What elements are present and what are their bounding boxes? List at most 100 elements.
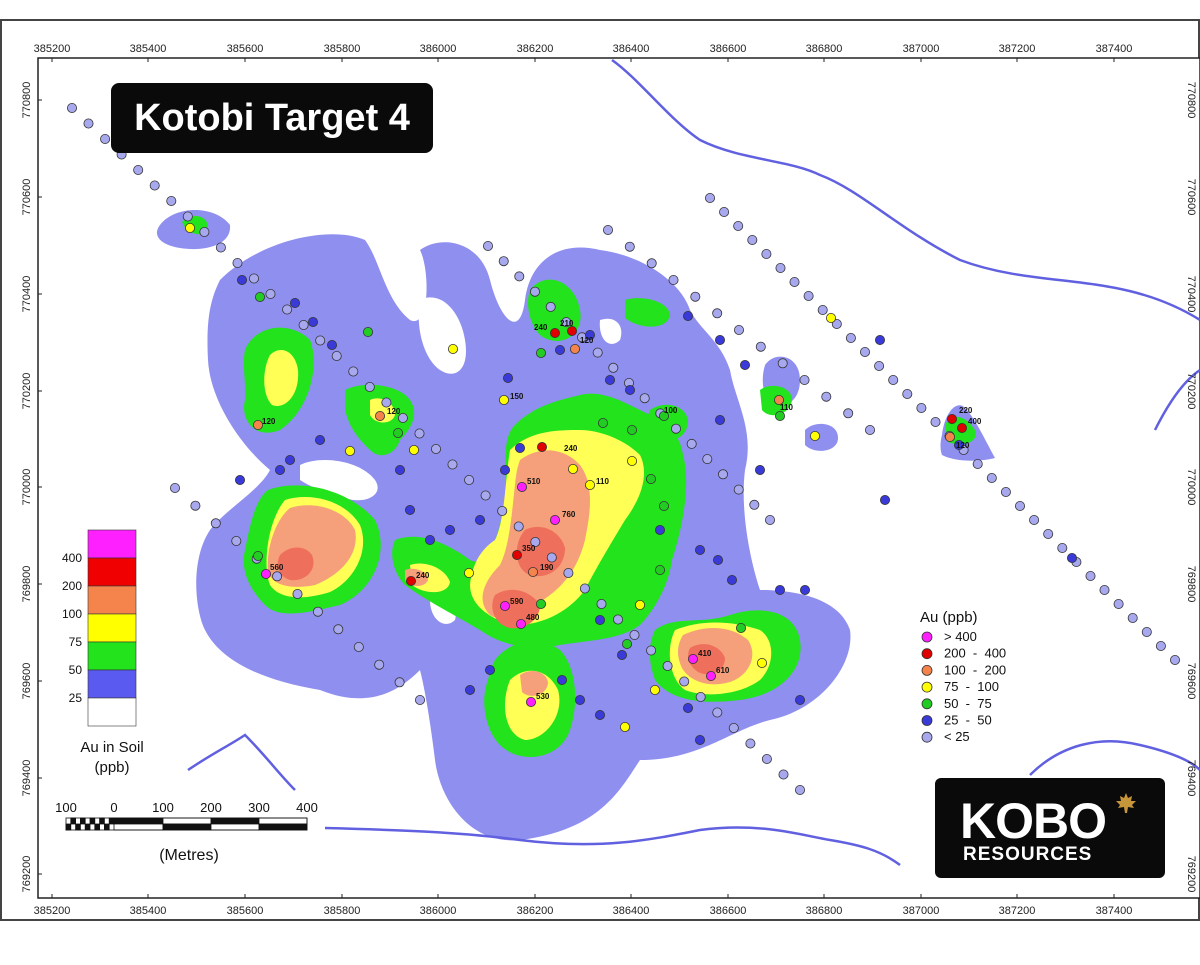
sample-point xyxy=(550,515,561,526)
sample-point xyxy=(252,419,263,430)
sample-point xyxy=(598,417,609,428)
sample-point xyxy=(596,599,607,610)
y-tick-label: 770800 xyxy=(1185,82,1197,119)
sample-point xyxy=(821,391,832,402)
sample-point xyxy=(683,703,694,714)
sample-point xyxy=(348,366,359,377)
sample-value-label: 240 xyxy=(564,444,578,453)
sample-point xyxy=(182,211,193,222)
sample-point xyxy=(613,614,624,625)
x-tick-label: 387000 xyxy=(903,43,940,55)
sample-point xyxy=(1000,486,1011,497)
scale-block xyxy=(99,817,105,825)
sample-point xyxy=(133,164,144,175)
sample-point xyxy=(775,410,786,421)
sample-value-label: 210 xyxy=(560,319,574,328)
x-tick-label: 385800 xyxy=(324,905,361,917)
sample-point xyxy=(727,575,738,586)
x-tick-label: 385800 xyxy=(324,43,361,55)
sample-point xyxy=(210,518,221,529)
sample-point xyxy=(617,650,628,661)
sample-point xyxy=(592,347,603,358)
x-tick-label: 386400 xyxy=(613,905,650,917)
sample-point xyxy=(972,458,983,469)
ramp-label: 75 xyxy=(69,635,83,649)
sample-value-label: 240 xyxy=(416,571,430,580)
sample-point xyxy=(635,600,646,611)
sample-point xyxy=(498,256,509,267)
sample-value-label: 510 xyxy=(527,477,541,486)
sample-point xyxy=(605,374,616,385)
y-tick-label: 770600 xyxy=(1185,179,1197,216)
sample-point xyxy=(646,645,657,656)
sample-point xyxy=(715,334,726,345)
sample-point xyxy=(326,339,337,350)
sample-point xyxy=(265,288,276,299)
x-tick-label: 386800 xyxy=(806,43,843,55)
x-tick-label: 385600 xyxy=(227,905,264,917)
sample-point xyxy=(563,568,574,579)
sample-point xyxy=(713,555,724,566)
sample-point xyxy=(1043,529,1054,540)
sample-point xyxy=(499,464,510,475)
sample-point xyxy=(381,397,392,408)
sample-point xyxy=(777,358,788,369)
x-tick-label: 387000 xyxy=(903,905,940,917)
sample-point xyxy=(414,695,425,706)
ramp-label: 25 xyxy=(69,691,83,705)
scale-block xyxy=(75,823,81,831)
sample-point xyxy=(516,619,527,630)
sample-point xyxy=(595,710,606,721)
ramp-label: 400 xyxy=(62,551,82,565)
sample-point xyxy=(394,464,405,475)
sample-point xyxy=(484,665,495,676)
sample-point xyxy=(1170,655,1181,666)
sample-point xyxy=(627,424,638,435)
sample-point xyxy=(595,615,606,626)
scale-block xyxy=(113,817,164,825)
sample-point xyxy=(536,347,547,358)
sample-point xyxy=(344,445,355,456)
sample-point xyxy=(575,695,586,706)
sample-point xyxy=(1127,613,1138,624)
sample-point xyxy=(236,274,247,285)
sample-point xyxy=(482,240,493,251)
sample-point xyxy=(789,276,800,287)
sample-point xyxy=(761,248,772,259)
sample-point xyxy=(232,257,243,268)
sample-point xyxy=(734,324,745,335)
y-tick-label: 770000 xyxy=(1185,469,1197,506)
sample-value-label: 100 xyxy=(664,406,678,415)
sample-point xyxy=(874,360,885,371)
sample-point xyxy=(627,455,638,466)
scale-label: 100 xyxy=(55,800,77,815)
au-legend-title: Au (ppb) xyxy=(920,609,978,626)
sample-point xyxy=(954,439,965,450)
maple-leaf-icon xyxy=(1116,793,1136,813)
y-tick-label: 769800 xyxy=(21,566,33,603)
au-legend-symbol xyxy=(921,631,933,643)
sample-point xyxy=(795,785,806,796)
au-legend-label: 200 - 400 xyxy=(944,646,1006,661)
y-axis-left: 770800 770600 770400 770200 770000 769800 7696… xyxy=(21,82,42,893)
x-axis-top: 385200 385400 385600 385800 386000 386200 3864… xyxy=(34,43,1132,62)
sample-point xyxy=(517,481,528,492)
sample-point xyxy=(668,274,679,285)
au-legend-label: 75 - 100 xyxy=(944,679,999,694)
ramp-swatch xyxy=(87,669,137,699)
sample-point xyxy=(740,359,751,370)
sample-point xyxy=(282,304,293,315)
sample-point xyxy=(199,226,210,237)
sample-point xyxy=(497,505,508,516)
sample-point xyxy=(561,317,572,328)
sample-point xyxy=(930,416,941,427)
sample-point xyxy=(646,473,657,484)
x-tick-label: 386200 xyxy=(517,43,554,55)
sample-point xyxy=(686,438,697,449)
sample-value-label: 110 xyxy=(596,477,609,486)
sample-point xyxy=(695,692,706,703)
y-tick-label: 769200 xyxy=(21,856,33,893)
sample-point xyxy=(260,569,271,580)
au-legend-label: 50 - 75 xyxy=(944,696,992,711)
x-tick-label: 386200 xyxy=(517,905,554,917)
